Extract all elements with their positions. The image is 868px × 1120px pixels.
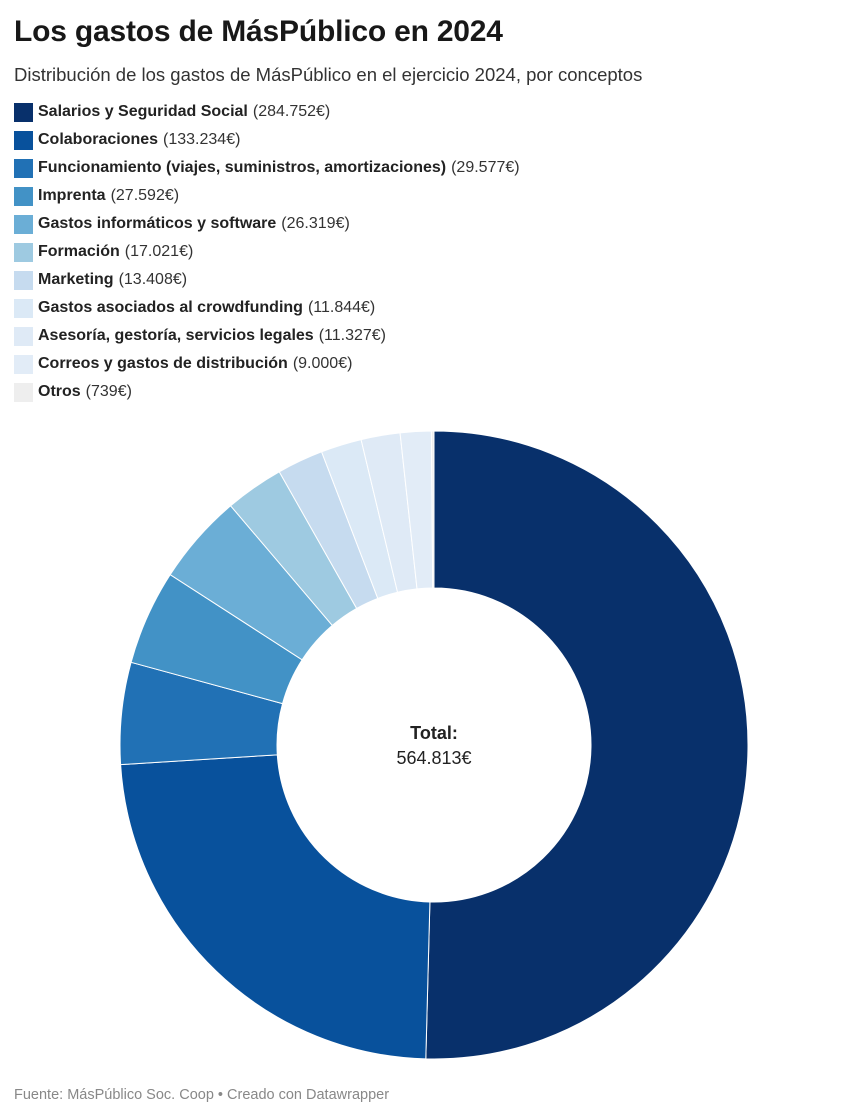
legend-value: (13.408€) (118, 271, 188, 288)
legend-swatch (14, 214, 33, 234)
legend-value: (27.592€) (110, 187, 180, 204)
legend-label: Funcionamiento (viajes, suministros, amo… (38, 159, 447, 176)
legend-label: Gastos informáticos y software (38, 215, 277, 232)
legend-label: Correos y gastos de distribución (38, 355, 288, 372)
legend-label: Salarios y Seguridad Social (38, 103, 248, 120)
legend-label: Gastos asociados al crowdfunding (38, 299, 303, 316)
legend-item: Gastos asociados al crowdfunding (11.844€… (14, 294, 520, 322)
chart-subtitle: Distribución de los gastos de MásPúblico… (14, 64, 643, 85)
legend-value: (11.844€) (307, 299, 376, 316)
legend-label: Marketing (38, 271, 114, 288)
legend-swatch (14, 270, 33, 290)
legend-item: Asesoría, gestoría, servicios legales (11… (14, 322, 520, 350)
chart-legend: Salarios y Seguridad Social (284.752€) Col… (14, 98, 520, 406)
datawrapper-credit-link[interactable]: Creado con Datawrapper (227, 1087, 390, 1103)
legend-label: Formación (38, 243, 120, 260)
legend-item: Marketing (13.408€) (14, 266, 520, 294)
legend-item: Funcionamiento (viajes, suministros, amo… (14, 154, 520, 182)
legend-label: Asesoría, gestoría, servicios legales (38, 327, 314, 344)
legend-item: Colaboraciones (133.234€) (14, 126, 520, 154)
legend-swatch (14, 186, 33, 206)
legend-value: (11.327€) (318, 327, 387, 344)
legend-swatch (14, 102, 33, 122)
legend-value: (29.577€) (451, 159, 520, 176)
footer-source: Fuente: MásPúblico Soc. Coop (14, 1087, 214, 1103)
donut-slice (120, 754, 431, 1060)
legend-item: Correos y gastos de distribución (9.000€) (14, 350, 520, 378)
legend-value: (9.000€) (292, 355, 353, 372)
donut-slice (425, 430, 749, 1060)
legend-swatch (14, 382, 33, 402)
legend-value: (17.021€) (124, 243, 194, 260)
legend-swatch (14, 298, 33, 318)
legend-swatch (14, 326, 33, 346)
legend-value: (133.234€) (163, 131, 241, 148)
legend-swatch (14, 242, 33, 262)
legend-label: Imprenta (38, 187, 106, 204)
legend-item: Salarios y Seguridad Social (284.752€) (14, 98, 520, 126)
chart-title: Los gastos de MásPúblico en 2024 (14, 15, 503, 48)
donut-slice (430, 430, 435, 589)
legend-item: Imprenta (27.592€) (14, 182, 520, 210)
legend-label: Colaboraciones (38, 131, 159, 148)
total-label: Total: (410, 723, 458, 743)
legend-swatch (14, 354, 33, 374)
footer-separator: • (217, 1087, 223, 1103)
donut-slices (119, 430, 749, 1060)
legend-value: (284.752€) (252, 103, 331, 120)
legend-swatch (14, 130, 33, 150)
legend-item: Formación (17.021€) (14, 238, 520, 266)
legend-value: (26.319€) (281, 215, 350, 232)
legend-item: Otros (739€) (14, 378, 520, 406)
total-value: 564.813€ (396, 748, 471, 768)
footer: Fuente: MásPúblico Soc. Coop • Creado co… (14, 1087, 389, 1103)
legend-item: Gastos informáticos y software (26.319€) (14, 210, 520, 238)
legend-value: (739€) (85, 383, 132, 400)
legend-label: Otros (38, 383, 81, 400)
legend-swatch (14, 158, 33, 178)
